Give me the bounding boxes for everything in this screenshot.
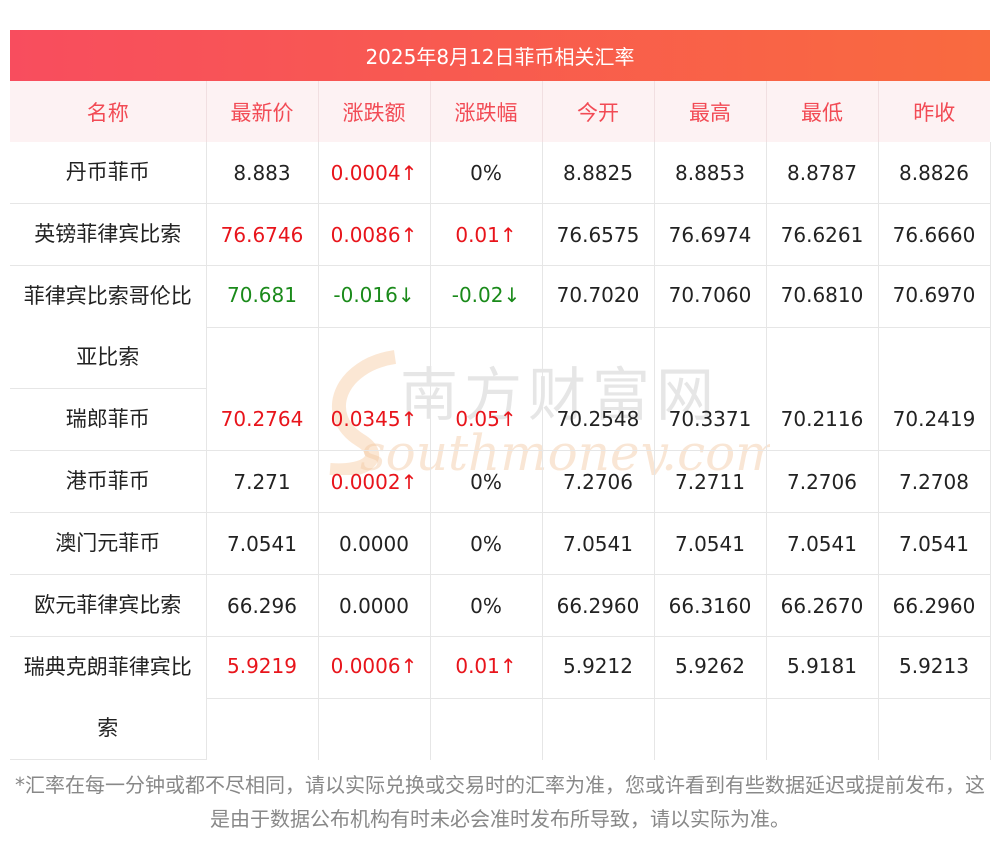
rate-panel: 2025年8月12日菲币相关汇率 名称 最新价 涨跌额 涨跌幅 今开 最高 最低… [10, 30, 991, 760]
high-cell: 70.7060 [654, 265, 767, 389]
table-header-row: 名称 最新价 涨跌额 涨跌幅 今开 最高 最低 昨收 [10, 81, 990, 142]
open-cell: 7.2706 [542, 450, 655, 513]
pair-name-cell: 瑞郎菲币 [10, 388, 207, 451]
table-row: 瑞郎菲币 70.2764 0.0345↑ 0.05↑ 70.2548 70.3371 70.… [10, 388, 991, 451]
low-cell: 8.8787 [766, 142, 879, 204]
prev-close-cell: 70.6970 [878, 265, 991, 389]
table-row: 欧元菲律宾比索 66.296 0.0000 0% 66.2960 66.3160 66.26… [10, 574, 991, 637]
open-cell: 5.9212 [542, 636, 655, 760]
pair-name-cell: 瑞典克朗菲律宾比索 [10, 636, 207, 760]
change-pct-cell: 0.01↑ [430, 636, 543, 760]
change-pct-cell: 0% [430, 142, 543, 204]
prev-close-cell: 8.8826 [878, 142, 991, 204]
low-cell: 5.9181 [766, 636, 879, 760]
prev-close-cell: 70.2419 [878, 388, 991, 451]
table-title: 2025年8月12日菲币相关汇率 [10, 30, 990, 81]
low-cell: 70.2116 [766, 388, 879, 451]
high-cell: 70.3371 [654, 388, 767, 451]
latest-cell: 7.0541 [206, 512, 319, 575]
low-cell: 76.6261 [766, 203, 879, 266]
pair-name-cell: 菲律宾比索哥伦比亚比索 [10, 265, 207, 389]
latest-cell: 70.2764 [206, 388, 319, 451]
latest-cell: 5.9219 [206, 636, 319, 760]
open-cell: 70.2548 [542, 388, 655, 451]
low-cell: 7.0541 [766, 512, 879, 575]
header-change-pct: 涨跌幅 [430, 81, 543, 142]
high-cell: 66.3160 [654, 574, 767, 637]
latest-cell: 76.6746 [206, 203, 319, 266]
table-row: 瑞典克朗菲律宾比索 5.9219 0.0006↑ 0.01↑ 5.9212 5.9262 5… [10, 636, 991, 760]
high-cell: 7.2711 [654, 450, 767, 513]
open-cell: 8.8825 [542, 142, 655, 204]
change-cell: 0.0345↑ [318, 388, 431, 451]
high-cell: 7.0541 [654, 512, 767, 575]
open-cell: 66.2960 [542, 574, 655, 637]
prev-close-cell: 76.6660 [878, 203, 991, 266]
change-pct-cell: -0.02↓ [430, 265, 543, 389]
prev-close-cell: 7.0541 [878, 512, 991, 575]
rate-table: 名称 最新价 涨跌额 涨跌幅 今开 最高 最低 昨收 丹币菲币 8.883 0.00… [10, 81, 991, 760]
low-cell: 7.2706 [766, 450, 879, 513]
low-cell: 66.2670 [766, 574, 879, 637]
disclaimer-note: *汇率在每一分钟或都不尽相同，请以实际兑换或交易时的汇率为准，您或许看到有些数据… [15, 773, 985, 831]
change-cell: 0.0006↑ [318, 636, 431, 760]
low-cell: 70.6810 [766, 265, 879, 389]
change-pct-cell: 0% [430, 450, 543, 513]
table-row: 丹币菲币 8.883 0.0004↑ 0% 8.8825 8.8853 8.8787 8.88… [10, 142, 991, 204]
prev-close-cell: 66.2960 [878, 574, 991, 637]
high-cell: 5.9262 [654, 636, 767, 760]
change-cell: -0.016↓ [318, 265, 431, 389]
pair-name-cell: 丹币菲币 [10, 142, 207, 204]
change-cell: 0.0000 [318, 574, 431, 637]
pair-name-cell: 澳门元菲币 [10, 512, 207, 575]
open-cell: 76.6575 [542, 203, 655, 266]
latest-cell: 8.883 [206, 142, 319, 204]
change-pct-cell: 0% [430, 574, 543, 637]
latest-cell: 70.681 [206, 265, 319, 389]
change-cell: 0.0086↑ [318, 203, 431, 266]
latest-cell: 7.271 [206, 450, 319, 513]
header-name: 名称 [10, 81, 207, 142]
latest-cell: 66.296 [206, 574, 319, 637]
header-prev-close: 昨收 [878, 81, 990, 142]
header-change: 涨跌额 [318, 81, 431, 142]
change-pct-cell: 0% [430, 512, 543, 575]
table-row: 英镑菲律宾比索 76.6746 0.0086↑ 0.01↑ 76.6575 76.6974… [10, 203, 991, 266]
table-row: 澳门元菲币 7.0541 0.0000 0% 7.0541 7.0541 7.0541 7.0… [10, 512, 991, 575]
open-cell: 7.0541 [542, 512, 655, 575]
change-cell: 0.0002↑ [318, 450, 431, 513]
header-high: 最高 [654, 81, 767, 142]
table-row: 港币菲币 7.271 0.0002↑ 0% 7.2706 7.2711 7.2706 7.27… [10, 450, 991, 513]
prev-close-cell: 7.2708 [878, 450, 991, 513]
high-cell: 76.6974 [654, 203, 767, 266]
header-low: 最低 [766, 81, 879, 142]
header-open: 今开 [542, 81, 655, 142]
pair-name-cell: 英镑菲律宾比索 [10, 203, 207, 266]
change-cell: 0.0004↑ [318, 142, 431, 204]
pair-name-cell: 港币菲币 [10, 450, 207, 513]
table-row: 菲律宾比索哥伦比亚比索 70.681 -0.016↓ -0.02↓ 70.7020 70.… [10, 265, 991, 389]
change-pct-cell: 0.01↑ [430, 203, 543, 266]
table-body: 丹币菲币 8.883 0.0004↑ 0% 8.8825 8.8853 8.8787 8.88… [10, 142, 991, 760]
header-latest: 最新价 [206, 81, 319, 142]
change-pct-cell: 0.05↑ [430, 388, 543, 451]
open-cell: 70.7020 [542, 265, 655, 389]
pair-name-cell: 欧元菲律宾比索 [10, 574, 207, 637]
change-cell: 0.0000 [318, 512, 431, 575]
high-cell: 8.8853 [654, 142, 767, 204]
prev-close-cell: 5.9213 [878, 636, 991, 760]
